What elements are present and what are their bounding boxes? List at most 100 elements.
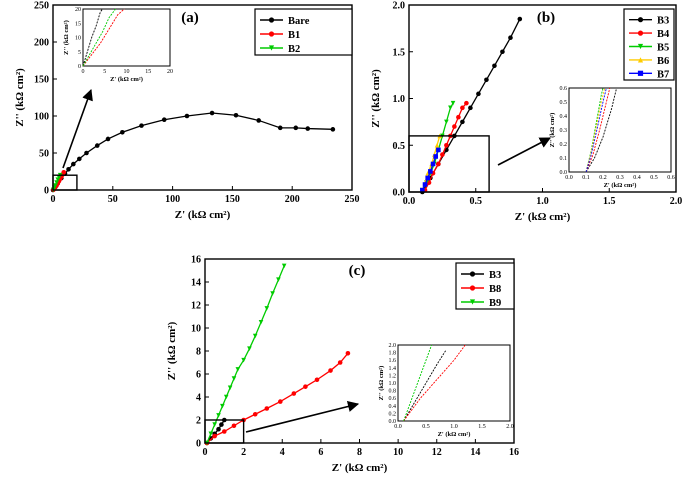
inset-y-tick-label: 0.3 [560,128,568,134]
y-tick-label: 12 [191,301,201,312]
data-point-B3 [508,35,513,41]
inset: 0 5 10 15 20 0 5 10 15 20 Z' (kΩ cm²) Z'' (kΩ cm²) [63,7,173,83]
x-tick-label: 10 [393,447,403,458]
data-point-B9 [264,306,270,311]
x-tick-label: 1.0 [536,196,549,207]
legend-box [623,8,675,81]
data-point-B9 [252,333,258,339]
data-point-B8 [345,351,351,356]
legend: Bare B1 B2 [254,8,353,56]
legend-label: B5 [657,43,669,54]
y-tick-label: 1.5 [393,47,406,58]
chart-panel-3: 0 2 4 6 8 10 12 14 16 0 2 4 6 8 10 12 14 16 Z' (kΩ cm²) Z''… [166,255,519,475]
inset-x-axis-label: Z' (kΩ cm²) [110,76,143,83]
data-point-B3 [219,422,224,427]
series-B7 [420,147,441,193]
data-point-B8 [337,360,343,365]
y-tick-label: 0 [44,186,49,197]
data-point-B9 [223,394,229,400]
panel-label: (c) [349,263,366,279]
x-tick-label: 14 [470,447,480,458]
legend-label: B8 [489,284,501,295]
data-point-B8 [264,406,270,411]
data-point-B5 [444,119,449,125]
inset-series-line-1 [82,8,103,67]
zoom-box [52,174,78,191]
inset-x-tick-label: 0.3 [616,175,624,181]
series-B8 [204,351,351,446]
y-tick-label: 0.0 [393,188,406,199]
inset-x-tick-label: 0.1 [582,175,590,181]
data-point-Bare [233,112,239,118]
legend-swatch-marker [637,57,644,63]
inset-y-tick-label: 0 [78,64,81,70]
data-point-B3 [517,16,523,22]
data-point-B7 [436,147,441,153]
data-point-B9 [227,385,233,391]
inset-y-tick-label: 0.0 [560,170,568,176]
inset-x-tick-label: 2.0 [506,424,514,430]
inset-frame [568,87,672,173]
legend-swatch-marker [469,285,476,291]
data-point-B4 [456,114,461,120]
y-axis-label: Z'' (kΩ cm²) [14,68,26,127]
data-point-B7 [433,154,438,159]
x-tick-label: 0.0 [403,196,416,207]
legend-swatch-marker [637,30,644,36]
legend-label: B2 [288,44,300,55]
inset-series-line-5 [585,87,607,173]
inset-y-tick-label: 1.0 [389,381,397,387]
data-point-B4 [452,124,457,129]
x-tick-label: 100 [165,194,180,205]
inset-y-axis-label: Z'' (kΩ cm²) [378,366,385,401]
y-axis-label: Z'' (kΩ cm²) [370,69,382,128]
x-tick-label: 2 [241,447,246,458]
data-point-B9 [247,346,252,351]
y-tick-label: 2.0 [393,1,406,12]
x-tick-label: 50 [108,194,118,205]
data-point-Bare [330,127,336,132]
x-tick-label: 4 [280,447,285,458]
legend-label: B7 [657,69,669,80]
inset-x-axis-label: Z' (kΩ cm²) [604,182,637,189]
data-point-B4 [460,105,465,111]
panel-label: (b) [537,10,555,26]
data-point-Bare [120,129,125,135]
inset-x-tick-label: 10 [124,69,130,75]
inset-y-tick-label: 0.2 [560,142,568,148]
inset-y-axis-label: Z'' (kΩ cm²) [549,113,556,148]
inset-y-tick-label: 1.6 [389,358,397,364]
inset-y-tick-label: 1.8 [389,351,397,357]
x-tick-label: 6 [318,447,323,458]
data-point-B4 [440,152,445,157]
data-point-B8 [328,368,333,373]
legend-label: B1 [288,30,300,41]
data-point-B7 [422,182,428,187]
legend-label: B3 [657,16,669,27]
y-tick-label: 8 [196,347,201,358]
legend: B3 B4 B5 B6 B7 [623,8,675,81]
y-tick-label: 14 [191,278,201,289]
zoom-box [204,419,245,444]
y-tick-label: 0.5 [393,141,406,152]
y-tick-label: 4 [196,393,201,404]
zoom-box [408,135,490,193]
data-point-B9 [281,263,287,269]
inset-x-axis-label: Z' (kΩ cm²) [438,431,471,438]
x-tick-label: 0.5 [470,196,483,207]
data-point-Bare [256,118,262,123]
inset-y-tick-label: 0.5 [560,100,568,106]
data-point-B8 [278,399,283,404]
series-Bare [50,110,336,193]
y-tick-label: 16 [191,255,201,266]
inset-series-line-2 [585,87,611,173]
data-point-B8 [231,423,237,429]
legend-swatch-marker [637,43,644,50]
data-point-B4 [444,142,449,148]
plot-frame [52,4,353,191]
inset-y-tick-label: 0.1 [560,156,568,162]
x-tick-label: 200 [285,194,300,205]
data-point-B7 [420,187,425,193]
